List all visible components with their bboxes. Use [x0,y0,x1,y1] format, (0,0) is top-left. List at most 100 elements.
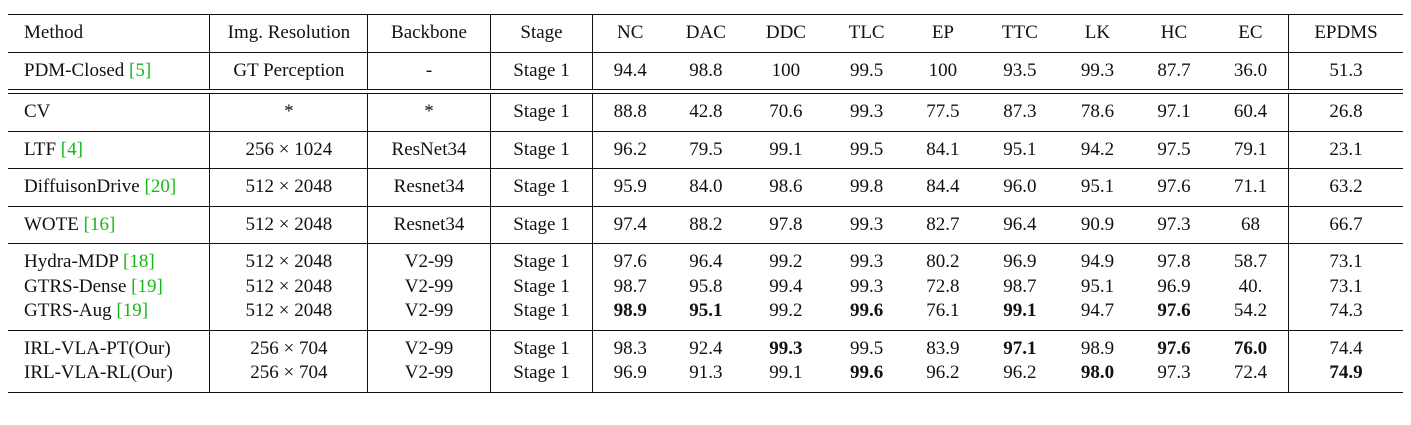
value-cell: Stage 1 [490,361,594,393]
value-cell: 78.6 [1080,101,1115,122]
value-cell: 99.3 [769,337,803,359]
value-cell: 66.7 [1329,213,1363,235]
value-cell: 97.3 [1157,213,1191,235]
value-cell: 88.2 [689,213,723,235]
table-row: IRL-VLA-PT(Our) 256 × 704 V2-99 Stage 1 98.3… [8,330,1403,361]
value-cell: 512 × 2048 [209,244,369,275]
value-cell: 99.1 [744,361,828,393]
value-cell: 79.5 [689,138,723,160]
column-header: TLC [827,14,907,52]
value-cell: 97.1 [1157,101,1191,122]
value-cell: 99.3 [850,101,884,122]
value-cell: 87.7 [1157,59,1191,81]
value-cell: Stage 1 [490,93,594,131]
value-cell: 96.9 [1157,275,1191,297]
value-cell: 98.7 [613,275,647,297]
value-cell: 97.4 [613,213,647,235]
value-cell: 73.1 [1329,251,1363,272]
method-name: LTF [24,138,61,160]
value-cell: 26.8 [1329,101,1363,122]
value-cell: 95.8 [689,275,723,297]
value-cell: 96.2 [979,361,1060,393]
value-cell: Resnet34 [367,206,491,244]
method-cell: IRL-VLA-PT(Our) [8,330,211,361]
value-cell: 99.6 [827,361,907,393]
value-cell: 100 [928,59,958,81]
table-row: GTRS-Dense [19] 512 × 2048 V2-99 Stage 1 98.… [8,274,1403,299]
value-cell: Resnet34 [367,169,491,206]
value-cell: 256 × 704 [209,330,369,361]
value-cell: 54.2 [1212,299,1290,330]
value-cell: 72.4 [1212,361,1290,393]
table-row: GTRS-Aug [19] 512 × 2048 V2-99 Stage 1 98.9 9… [8,299,1403,330]
value-cell: 79.1 [1212,131,1290,169]
value-cell: 99.3 [850,275,884,297]
value-cell: 512 × 2048 [209,274,369,299]
value-cell: 84.1 [926,138,960,160]
column-header: Backbone [367,14,491,52]
value-cell: 95.1 [689,300,723,321]
column-header: DAC [667,14,745,52]
citation-link[interactable]: [4] [60,138,83,160]
group-rule [8,130,1403,132]
value-cell: 88.8 [613,101,647,122]
value-cell: V2-99 [367,330,491,361]
value-cell: 23.1 [1329,138,1363,160]
value-cell: 74.3 [1329,300,1363,321]
value-cell: 83.9 [926,337,960,359]
citation-link[interactable]: [16] [83,213,116,235]
value-cell: 99.1 [1003,300,1037,321]
table-row: DiffuisonDrive [20] 512 × 2048 Resnet34 Sta… [8,169,1403,206]
value-cell: 98.9 [1080,337,1115,359]
group-rule [8,243,1403,244]
value-cell: 76.1 [926,300,960,321]
value-cell: V2-99 [367,361,491,393]
results-table: Method Img. Resolution Backbone Stage NC DAC D… [8,14,1403,393]
value-cell: 95.9 [613,176,647,197]
citation-link[interactable]: [19] [116,300,149,321]
column-header: DDC [744,14,828,52]
citation-link[interactable]: [5] [129,59,152,81]
column-header: EC [1212,14,1290,52]
value-cell: 72.8 [926,275,960,297]
citation-link[interactable]: [20] [144,176,177,197]
method-name: PDM-Closed [24,59,130,81]
method-cell: GTRS-Aug [19] [8,299,211,330]
value-cell: 97.6 [1157,337,1191,359]
value-cell: 99.3 [850,251,884,272]
column-header: HC [1135,14,1213,52]
table-row: WOTE [16] 512 × 2048 Resnet34 Stage 1 97.4 88… [8,206,1403,244]
value-cell: 74.9 [1288,361,1403,393]
value-cell: * [367,93,491,131]
value-cell: 84.4 [926,176,960,197]
value-cell: 70.6 [769,101,803,122]
value-cell: V2-99 [367,274,491,299]
value-cell: 96.4 [1003,213,1037,235]
method-cell: PDM-Closed [5] [8,52,211,90]
value-cell: 96.9 [1003,251,1037,272]
value-cell: 95.1 [1003,138,1037,160]
value-cell: 99.5 [850,337,884,359]
value-cell: V2-99 [367,299,491,330]
value-cell: 98.7 [1003,275,1037,297]
value-cell: Stage 1 [490,206,594,244]
group-rule [8,205,1403,207]
value-cell: 97.1 [1003,337,1037,359]
value-cell: 63.2 [1329,176,1363,197]
value-cell: 68 [1212,206,1290,244]
method-name: CV [24,101,51,122]
value-cell: 60.4 [1212,93,1290,131]
value-cell: 76.0 [1212,330,1290,361]
value-cell: 73.1 [1329,275,1363,297]
citation-link[interactable]: [18] [123,251,155,272]
value-cell: 98.8 [689,59,723,81]
column-header: Img. Resolution [209,14,369,52]
citation-link[interactable]: [19] [131,275,163,297]
value-cell: 98.3 [613,337,647,359]
value-cell: 77.5 [926,101,960,122]
method-name: IRL-VLA-RL(Our) [24,362,173,383]
value-cell: 99.6 [850,300,884,321]
value-cell: 97.6 [613,251,647,272]
value-cell: 100 [771,59,801,81]
value-cell: 512 × 2048 [209,206,369,244]
